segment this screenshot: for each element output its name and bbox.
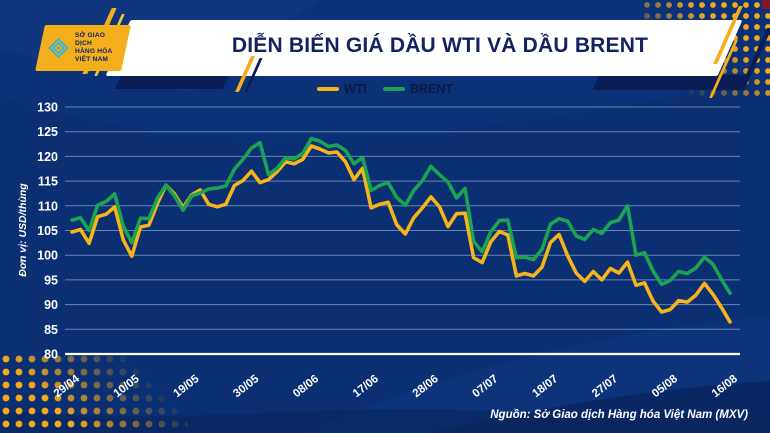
x-tick-05/08: 05/08 xyxy=(650,373,681,401)
brent-legend-label: BRENT xyxy=(409,82,453,96)
y-tick-125: 125 xyxy=(37,125,58,139)
y-tick-115: 115 xyxy=(38,175,58,189)
wti-line-swatch xyxy=(317,86,339,92)
y-axis-unit-label: Đơn vị: USD/thùng xyxy=(17,183,29,277)
x-tick-17/06: 17/06 xyxy=(351,373,381,400)
chart-legend: WTI BRENT xyxy=(0,80,770,98)
y-tick-95: 95 xyxy=(44,273,58,287)
legend-item-brent: BRENT xyxy=(382,82,453,96)
mxv-logo-icon xyxy=(48,37,69,59)
x-tick-30/05: 30/05 xyxy=(231,373,262,401)
page-title: DIỄN BIẾN GIÁ DẦU WTI VÀ DẦU BRENT xyxy=(231,34,649,57)
source-note: Nguồn: Sở Giao dịch Hàng hóa Việt Nam (M… xyxy=(490,409,748,421)
y-tick-120: 120 xyxy=(37,150,58,164)
y-tick-130: 130 xyxy=(37,101,58,115)
y-tick-110: 110 xyxy=(38,199,58,213)
y-tick-80: 80 xyxy=(44,348,58,362)
x-tick-16/08: 16/08 xyxy=(710,373,741,401)
brent-line-swatch xyxy=(382,86,405,92)
x-tick-07/07: 07/07 xyxy=(471,373,501,400)
mxv-logo: SỞ GIAO DỊCH HÀNG HÓA VIỆT NAM xyxy=(35,25,131,71)
y-tick-100: 100 xyxy=(37,249,58,263)
y-tick-90: 90 xyxy=(44,298,58,312)
x-tick-29/04: 29/04 xyxy=(52,373,83,401)
x-tick-19/05: 19/05 xyxy=(171,373,202,401)
y-tick-105: 105 xyxy=(37,224,58,238)
wti-legend-label: WTI xyxy=(344,82,367,96)
x-tick-27/07: 27/07 xyxy=(590,373,620,400)
x-tick-28/06: 28/06 xyxy=(411,373,441,400)
legend-item-wti: WTI xyxy=(317,82,367,96)
brent-line xyxy=(70,136,732,296)
y-tick-85: 85 xyxy=(44,323,58,337)
x-tick-08/06: 08/06 xyxy=(291,373,321,400)
corner-accent xyxy=(762,0,770,9)
halftone-dots-bottom-left xyxy=(0,353,188,433)
x-tick-18/07: 18/07 xyxy=(530,373,560,400)
x-tick-10/05: 10/05 xyxy=(112,373,143,401)
